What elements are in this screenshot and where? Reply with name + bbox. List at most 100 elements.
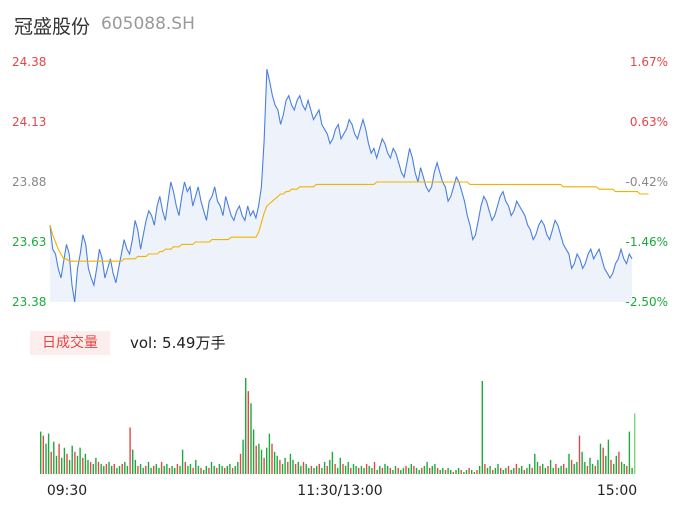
volume-bar [302, 461, 305, 474]
average-price-line [49, 181, 649, 262]
volume-bar [347, 461, 349, 474]
volume-bar [408, 467, 410, 474]
volume-bar [515, 463, 518, 474]
volume-bar [563, 463, 565, 474]
volume-bar [381, 467, 384, 474]
volume-bar [260, 449, 263, 474]
volume-bar [234, 465, 236, 474]
volume-bar [76, 455, 79, 474]
volume-bar [224, 467, 226, 474]
volume-bar [350, 467, 352, 474]
volume-bar [184, 461, 186, 474]
volume-bar [92, 463, 94, 474]
volume-bar [121, 463, 123, 474]
volume-bar [58, 443, 60, 474]
volume-bar [434, 463, 436, 474]
volume-bar [358, 467, 360, 474]
volume-bar [352, 463, 355, 474]
volume-bar [607, 439, 610, 474]
volume-bar [471, 470, 473, 474]
volume-bar [450, 470, 452, 474]
volume-bar [239, 453, 242, 474]
volume-bar [216, 467, 218, 474]
volume-bar [463, 472, 465, 474]
volume-bar [108, 461, 110, 474]
volume-bar [229, 463, 231, 474]
volume-bar [155, 463, 157, 474]
volume-bar [436, 467, 439, 474]
volume-bar [615, 455, 617, 474]
volume-bar [402, 467, 405, 474]
volume-bar [526, 467, 528, 474]
volume-bar [534, 453, 536, 474]
volume-bar [513, 467, 515, 474]
volume-bar [447, 467, 449, 474]
volume-bar [610, 459, 612, 474]
volume-bar [195, 459, 197, 474]
volume-bar [397, 467, 399, 474]
volume-bar [363, 467, 365, 474]
volume-bar [599, 443, 602, 474]
volume-bar [389, 467, 391, 474]
volume-bar [250, 403, 252, 474]
volume-bar [542, 463, 544, 474]
volume-bar [237, 461, 239, 474]
volume-bar [334, 463, 336, 474]
volume-bar [294, 463, 297, 474]
volume-bar [531, 467, 533, 474]
volume-bar [129, 427, 131, 474]
volume-bar [326, 465, 328, 474]
volume-bar [368, 465, 370, 474]
volume-bar [618, 451, 620, 474]
volume-bar [97, 461, 100, 474]
volume-bar [344, 465, 347, 474]
volume-bar [423, 465, 426, 474]
volume-bar [539, 465, 541, 474]
volume-bar [153, 465, 155, 474]
volume-bar [628, 431, 631, 474]
volume-bar [549, 459, 552, 474]
volume-bar [507, 465, 510, 474]
volume-bar [292, 459, 294, 474]
volume-bar [591, 463, 594, 474]
volume-bar [552, 467, 554, 474]
volume-bar [87, 459, 89, 474]
volume-bar [318, 463, 320, 474]
volume-bar [179, 465, 181, 474]
volume-bar [176, 463, 179, 474]
volume-bar [242, 439, 244, 474]
y-tick-label-pct: 0.63% [630, 115, 668, 129]
volume-bar [276, 455, 278, 474]
volume-bar [620, 461, 623, 474]
volume-bar [205, 465, 207, 474]
volume-bar [518, 467, 520, 474]
volume-bar [568, 453, 570, 474]
volume-bar [213, 465, 215, 474]
volume-bar [426, 461, 428, 474]
volume-bar [465, 470, 468, 474]
volume-bar [171, 465, 173, 474]
volume-bar [321, 467, 323, 474]
y-tick-label-price: 23.63 [12, 235, 46, 249]
volume-bar [360, 465, 363, 474]
volume-bar [400, 470, 402, 474]
volume-bar [297, 461, 299, 474]
volume-bar [442, 467, 444, 474]
volume-bar [500, 467, 502, 474]
volume-bar [510, 470, 512, 474]
volume-bar [489, 465, 491, 474]
daily-volume-tab[interactable]: 日成交量 [30, 331, 110, 355]
volume-bar [147, 461, 150, 474]
volume-bar [316, 465, 318, 474]
volume-bar [247, 391, 249, 474]
volume-bar [573, 463, 575, 474]
volume-bar [113, 463, 115, 474]
volume-bar [145, 465, 147, 474]
volume-bar [413, 465, 415, 474]
volume-bar [544, 467, 546, 474]
volume-bar [197, 465, 200, 474]
y-tick-label-price: 24.38 [12, 55, 46, 69]
volume-bar [415, 467, 418, 474]
volume-bar [484, 463, 486, 474]
volume-bar [134, 459, 136, 474]
